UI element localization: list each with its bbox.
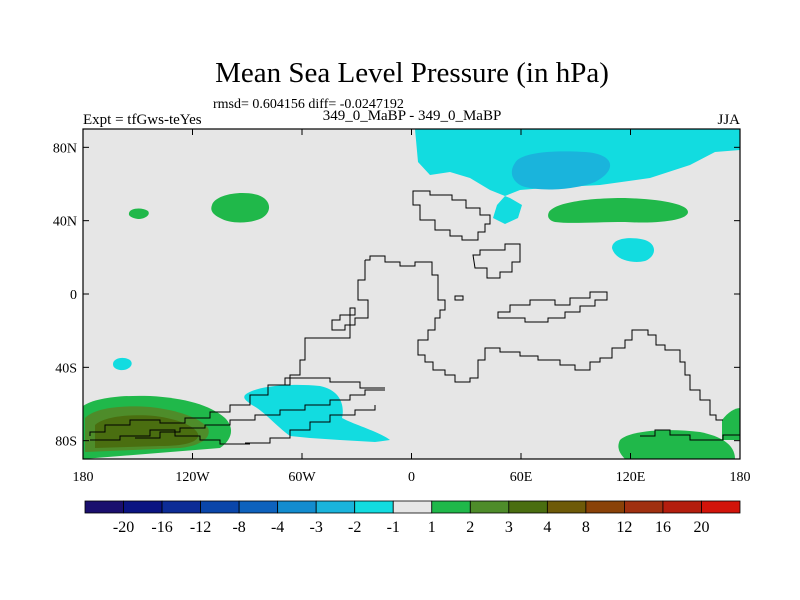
continent-antarctic-ridge-3 <box>284 377 385 389</box>
stats-label: rmsd= 0.604156 diff= -0.0247192 <box>213 97 404 112</box>
colorbar-label: -2 <box>348 519 361 536</box>
colorbar-label: -4 <box>271 519 284 536</box>
arctic-low-core-region <box>511 151 611 190</box>
south-pacific-low-region <box>113 357 132 371</box>
colorbar-label: -3 <box>310 519 323 536</box>
colorbar-swatch <box>315 500 356 514</box>
colorbar-swatch <box>84 500 124 514</box>
x-tick-label: 60W <box>288 470 316 485</box>
colorbar-label: -20 <box>113 519 134 536</box>
x-tick-label: 120E <box>616 470 646 485</box>
colorbar-label: -16 <box>151 519 172 536</box>
colorbar-swatch <box>624 500 664 514</box>
axes: 180 120W 60W 0 60E 120E 180 80N 40N 0 40S 80S <box>53 129 751 485</box>
colorbar-label: 12 <box>616 519 632 536</box>
colorbar-swatch <box>200 500 240 514</box>
colorbar-label: 8 <box>582 519 590 536</box>
dateline-high-region <box>722 408 740 440</box>
continent-outlines <box>89 190 740 445</box>
x-tick-label: 120W <box>175 470 210 485</box>
continent-east-asia <box>472 243 521 279</box>
continent-antarctic-east <box>640 429 740 441</box>
colorbar-swatch <box>662 500 702 514</box>
experiment-label: Expt = tfGws-teYes <box>83 112 202 128</box>
colorbar-swatch <box>585 500 625 514</box>
west-pacific-low-region <box>612 238 654 262</box>
north-america-high-region <box>211 193 270 223</box>
colorbar-label: -1 <box>387 519 400 536</box>
antarctic-indian-high-region <box>618 430 735 459</box>
colorbar-swatch <box>277 500 317 514</box>
continent-antarctic-ridge <box>135 389 385 439</box>
continent-south-pacific-strip <box>90 429 250 445</box>
island-outline <box>454 295 464 301</box>
x-tick-label: 180 <box>730 470 751 485</box>
colorbar-label: 3 <box>505 519 513 536</box>
colorbar-label: 20 <box>693 519 709 536</box>
colorbar-swatch <box>354 500 394 514</box>
difference-label: 349_0_MaBP - 349_0_MaBP <box>323 108 502 124</box>
season-label: JJA <box>717 112 740 128</box>
colorbar-swatch <box>392 500 433 514</box>
x-tick-label: 180 <box>73 470 94 485</box>
x-tick-label: 60E <box>510 470 533 485</box>
colorbar: -20 -16 -12 -8 -4 -3 -2 -1 1 2 3 4 8 12 16 20 <box>84 500 741 536</box>
colorbar-swatch <box>123 500 163 514</box>
y-tick-label: 0 <box>70 288 77 303</box>
colorbar-swatch <box>546 500 587 514</box>
colorbar-swatch <box>161 500 201 514</box>
y-tick-label: 80S <box>55 435 77 450</box>
atlantic-low-region <box>244 384 390 442</box>
map-plot-area <box>83 129 740 459</box>
colorbar-swatch <box>469 500 510 514</box>
y-tick-label: 40S <box>55 361 77 376</box>
colorbar-label: 1 <box>428 519 436 536</box>
colorbar-label: 2 <box>466 519 474 536</box>
colorbar-swatch <box>701 500 741 514</box>
colorbar-swatch <box>508 500 548 514</box>
continent-antarctic-ridge-2 <box>245 405 376 444</box>
chart-title: Mean Sea Level Pressure (in hPa) <box>215 57 609 89</box>
north-pacific-high-region <box>128 208 149 219</box>
continent-east-shelf <box>497 291 608 323</box>
asia-high-region <box>548 198 688 223</box>
colorbar-label: 4 <box>543 519 551 536</box>
continent-north-asia <box>412 190 491 241</box>
x-tick-label: 0 <box>408 470 415 485</box>
continent-laurussia <box>365 255 723 421</box>
colorbar-label: -12 <box>190 519 211 536</box>
colorbar-swatch <box>431 500 471 514</box>
colorbar-label: -8 <box>232 519 245 536</box>
colorbar-label: 16 <box>655 519 671 536</box>
colorbar-swatch <box>238 500 279 514</box>
y-tick-label: 80N <box>53 141 77 156</box>
y-tick-label: 40N <box>53 215 77 230</box>
continent-gondwana-west <box>89 260 369 436</box>
